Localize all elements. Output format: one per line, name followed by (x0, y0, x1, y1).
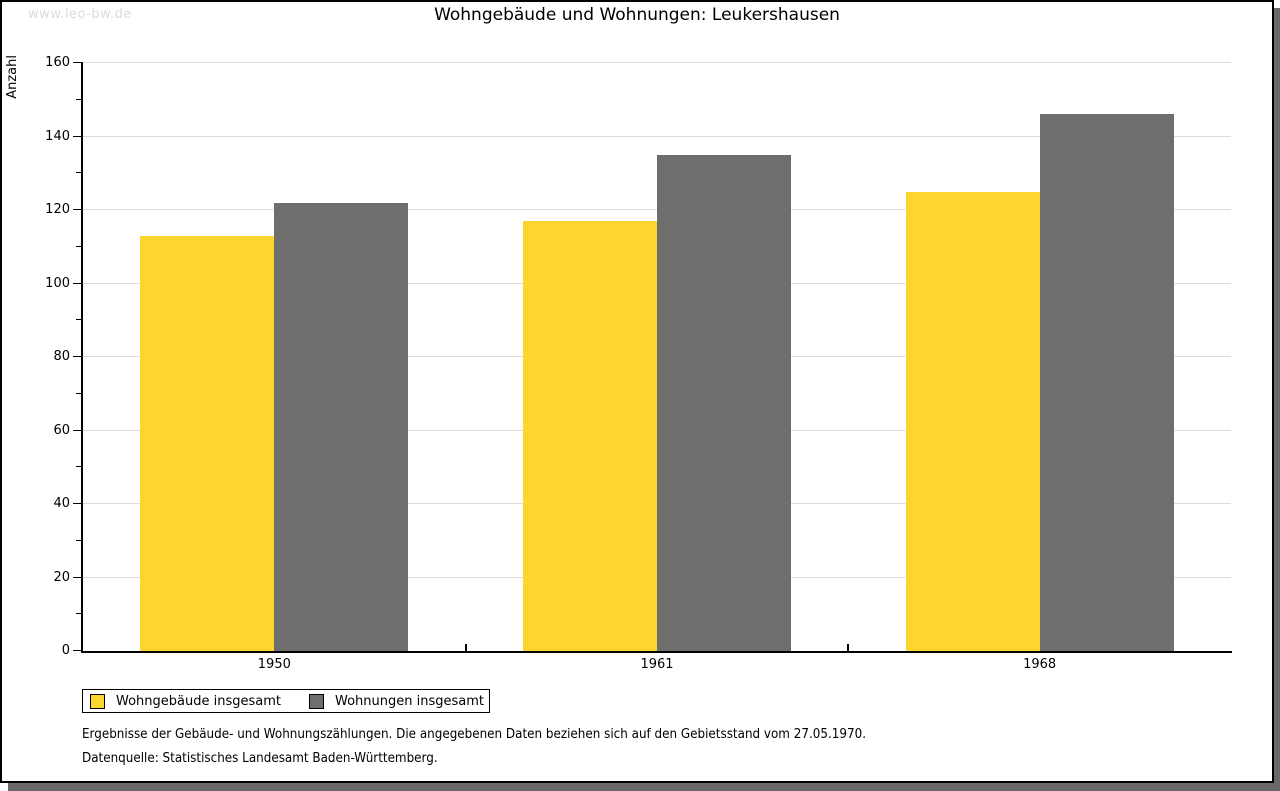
y-tick-label: 40 (53, 496, 70, 511)
y-tick-label: 140 (45, 128, 70, 144)
x-tick-label: 1950 (257, 657, 291, 672)
y-minor-tick (76, 613, 81, 615)
y-minor-tick (76, 539, 81, 541)
y-axis-line (81, 62, 83, 653)
y-axis-title: Anzahl (5, 55, 20, 99)
y-tick-label: 80 (53, 349, 70, 364)
x-tick-label: 1961 (640, 657, 674, 672)
y-major-tick (73, 429, 81, 431)
legend-label: Wohnungen insgesamt (335, 693, 484, 709)
x-separator-tick (464, 644, 467, 651)
y-major-tick (73, 209, 81, 210)
legend-item-wohngebaeude: Wohngebäude insgesamt (90, 693, 281, 709)
chart-title: Wohngebäude und Wohnungen: Leukershausen (434, 5, 840, 25)
y-tick-label: 100 (45, 275, 70, 291)
legend-label: Wohngebäude insgesamt (116, 693, 281, 709)
y-major-tick (73, 576, 81, 578)
y-minor-tick (76, 245, 81, 247)
bar-wohngebaeude (523, 221, 657, 651)
y-major-tick (73, 282, 81, 284)
bar-wohngebaeude (140, 235, 275, 651)
y-gridline (83, 62, 1231, 63)
footnote-data-source: Datenquelle: Statistisches Landesamt Bad… (82, 751, 438, 766)
y-tick-label: 20 (53, 569, 70, 585)
y-tick-label: 0 (61, 643, 70, 658)
legend-swatch-gray (309, 693, 324, 709)
y-major-tick (73, 503, 81, 504)
legend-swatch-yellow (90, 693, 105, 709)
watermark: www.leo-bw.de (28, 7, 132, 22)
y-minor-tick (76, 98, 81, 100)
y-tick-label: 60 (53, 422, 70, 438)
y-major-tick (73, 62, 81, 63)
y-major-tick (73, 356, 81, 357)
y-minor-tick (76, 392, 81, 394)
y-tick-label: 120 (45, 202, 70, 217)
bar-wohnungen (657, 154, 791, 651)
y-major-tick (73, 135, 81, 137)
y-major-tick (73, 650, 81, 651)
x-separator-tick (847, 644, 850, 651)
bar-wohngebaeude (905, 191, 1040, 651)
footnote-source-info: Ergebnisse der Gebäude- und Wohnungszähl… (82, 727, 867, 742)
y-minor-tick (76, 466, 81, 468)
x-tick-label: 1968 (1023, 657, 1057, 672)
y-gridline (83, 135, 1231, 137)
y-minor-tick (76, 319, 81, 321)
bar-wohnungen (274, 202, 409, 651)
x-axis-line (81, 651, 1232, 653)
legend: Wohngebäude insgesamt Wohnungen insgesam… (82, 689, 490, 713)
legend-item-wohnungen: Wohnungen insgesamt (309, 693, 484, 709)
y-tick-label: 160 (45, 55, 70, 70)
y-minor-tick (76, 172, 81, 174)
bar-wohnungen (1039, 114, 1174, 651)
